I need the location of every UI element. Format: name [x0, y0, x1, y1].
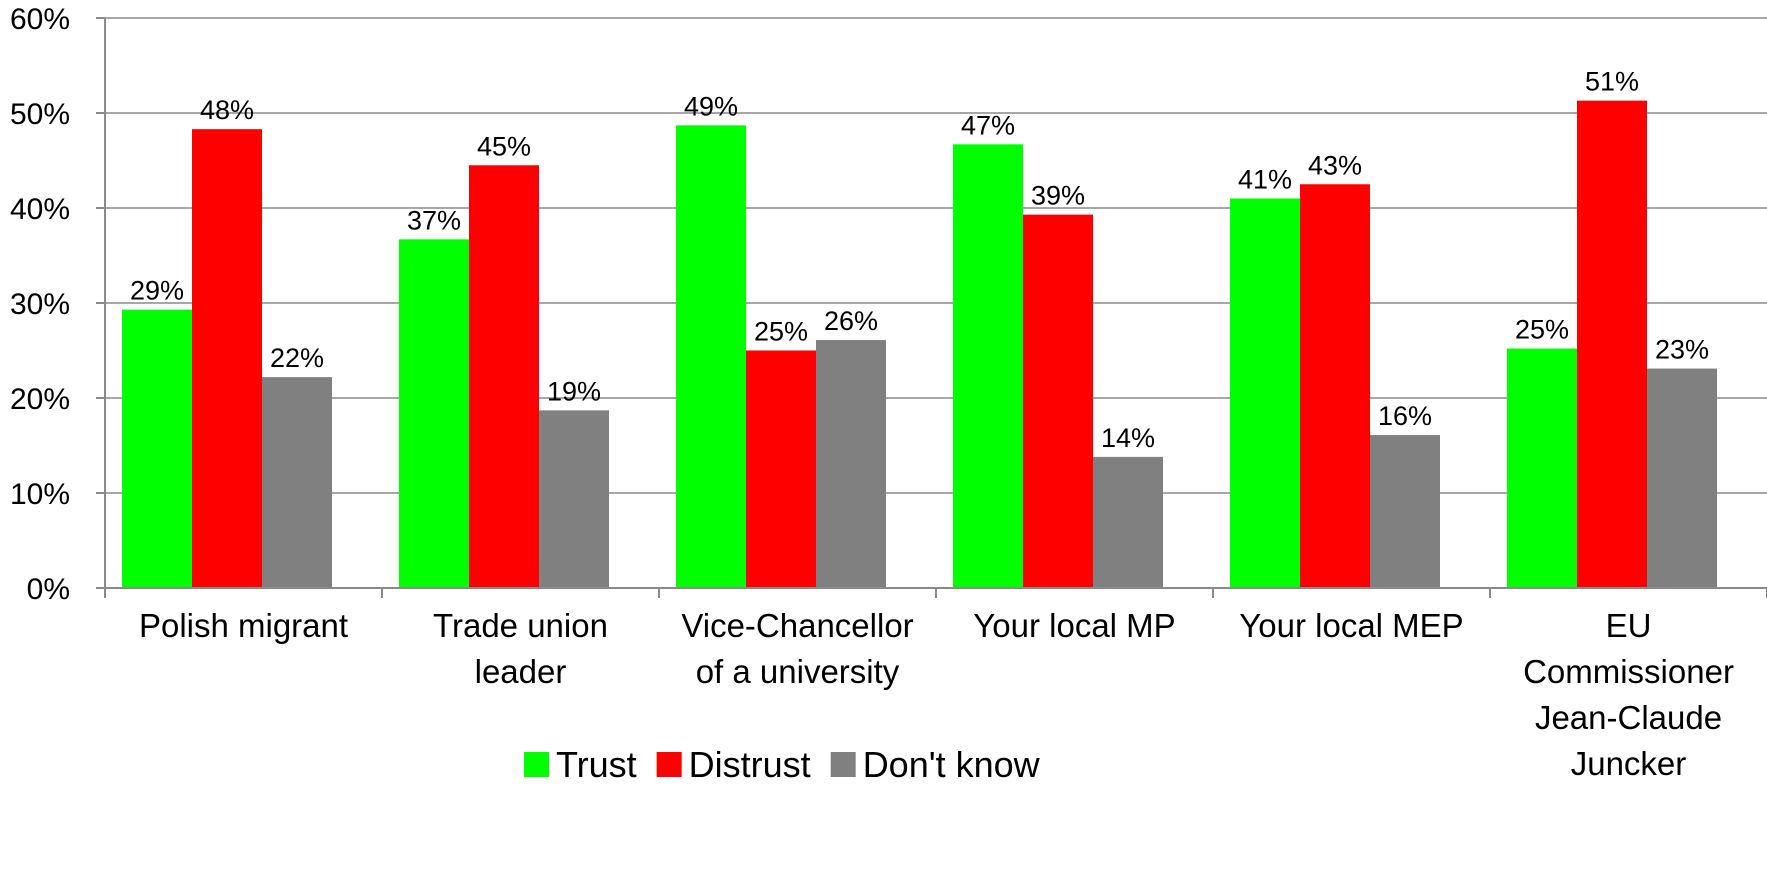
- x-category-label: EU Commissioner Jean-Claude Juncker: [1523, 607, 1734, 782]
- bars: [122, 100, 1717, 589]
- bar-trust: [1507, 348, 1577, 588]
- y-tick-label: 0%: [27, 573, 70, 606]
- x-category-label: Polish migrant: [139, 607, 348, 644]
- y-tick-label: 30%: [10, 288, 70, 321]
- bar-distrust: [1023, 214, 1093, 588]
- x-category-label: Your local MEP: [1239, 607, 1463, 644]
- bar-don-t-know: [1647, 368, 1717, 588]
- y-tick-label: 20%: [10, 383, 70, 416]
- legend-label: Trust: [556, 744, 637, 785]
- x-axis-category-labels: Polish migrant Trade union leader Vice-Chan…: [139, 607, 1734, 782]
- data-label: 51%: [1585, 67, 1639, 97]
- data-label: 23%: [1655, 335, 1709, 365]
- legend-swatch: [656, 752, 682, 777]
- data-label: 45%: [477, 131, 531, 161]
- bar-trust: [122, 309, 192, 588]
- bar-don-t-know: [1093, 456, 1163, 588]
- bar-distrust: [469, 165, 539, 588]
- bar-don-t-know: [816, 340, 886, 588]
- data-label: 25%: [754, 317, 808, 347]
- bar-trust: [1230, 198, 1300, 588]
- legend-label: Distrust: [689, 744, 811, 785]
- bar-distrust: [1300, 184, 1370, 588]
- data-label: 16%: [1378, 401, 1432, 431]
- axes: [96, 17, 1767, 598]
- data-label: 37%: [407, 205, 461, 235]
- bar-distrust: [192, 129, 262, 588]
- data-labels: 29% 48% 22% 37% 45% 19% 49% 25% 26% 47% 39% 14% 41% 4…: [130, 67, 1709, 453]
- data-label: 49%: [684, 91, 738, 121]
- data-label: 29%: [130, 276, 184, 306]
- x-category-label: Your local MP: [973, 607, 1175, 644]
- data-label: 19%: [547, 376, 601, 406]
- bar-trust: [953, 144, 1023, 588]
- x-category-label: Trade union leader: [433, 607, 608, 690]
- data-label: 25%: [1515, 315, 1569, 345]
- legend-swatch: [830, 752, 856, 777]
- y-tick-label: 10%: [10, 478, 70, 511]
- bar-trust: [399, 239, 469, 588]
- x-category-label: Vice-Chancellor of a university: [681, 607, 913, 690]
- y-tick-label: 40%: [10, 193, 70, 226]
- data-label: 43%: [1308, 150, 1362, 180]
- legend-swatch: [524, 752, 549, 777]
- data-label: 47%: [961, 110, 1015, 140]
- gridlines: [105, 17, 1767, 494]
- legend: Trust Distrust Don't know: [524, 744, 1041, 785]
- bar-trust: [676, 125, 746, 588]
- data-label: 22%: [270, 343, 324, 373]
- y-tick-label: 60%: [10, 3, 70, 36]
- y-tick-label: 50%: [10, 98, 70, 131]
- bar-don-t-know: [262, 377, 332, 588]
- bar-distrust: [746, 350, 816, 588]
- bar-don-t-know: [1370, 435, 1440, 588]
- bar-distrust: [1577, 100, 1647, 589]
- data-label: 26%: [824, 306, 878, 336]
- data-label: 39%: [1031, 181, 1085, 211]
- y-axis-tick-labels: 0% 10% 20% 30% 40% 50% 60%: [10, 3, 70, 606]
- data-label: 48%: [200, 95, 254, 125]
- bar-don-t-know: [539, 410, 609, 588]
- data-label: 41%: [1238, 165, 1292, 195]
- data-label: 14%: [1101, 423, 1155, 453]
- legend-label: Don't know: [863, 744, 1041, 785]
